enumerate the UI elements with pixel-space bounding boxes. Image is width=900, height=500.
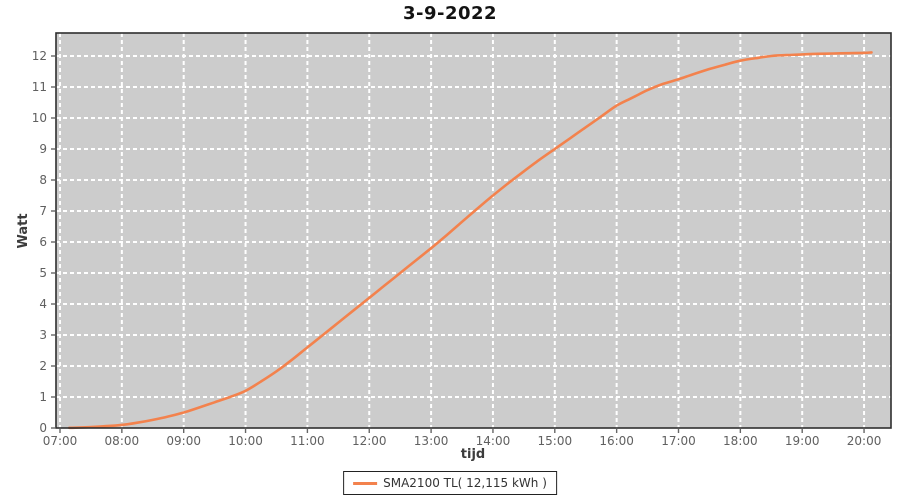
x-axis-label: tijd — [460, 447, 486, 462]
y-axis-label: Watt — [16, 213, 31, 249]
x-tick-label: 16:00 — [599, 434, 634, 448]
plot-area — [56, 33, 891, 428]
y-tick-label: 0 — [39, 421, 47, 435]
y-tick-label: 4 — [39, 297, 47, 311]
y-tick-label: 1 — [39, 390, 47, 404]
x-tick-label: 17:00 — [661, 434, 696, 448]
x-tick-label: 07:00 — [43, 434, 78, 448]
x-tick-label: 13:00 — [414, 434, 449, 448]
x-tick-label: 11:00 — [290, 434, 325, 448]
x-tick-label: 12:00 — [352, 434, 387, 448]
y-tick-label: 10 — [32, 111, 47, 125]
y-tick-label: 6 — [39, 235, 47, 249]
y-tick-label: 3 — [39, 328, 47, 342]
y-tick-label: 5 — [39, 266, 47, 280]
legend-series-label: SMA2100 TL( 12,115 kWh ) — [383, 476, 547, 490]
x-tick-label: 08:00 — [105, 434, 140, 448]
chart-title: 3-9-2022 — [402, 3, 498, 24]
x-tick-label: 18:00 — [723, 434, 758, 448]
y-tick-label: 2 — [39, 359, 47, 373]
x-tick-label: 19:00 — [785, 434, 820, 448]
y-tick-label: 12 — [32, 49, 47, 63]
plot-border — [55, 32, 892, 429]
y-tick-label: 7 — [39, 204, 47, 218]
y-tick-label: 9 — [39, 142, 47, 156]
x-tick-label: 09:00 — [166, 434, 201, 448]
y-tick-label: 8 — [39, 173, 47, 187]
legend: SMA2100 TL( 12,115 kWh ) — [343, 471, 557, 495]
x-tick-label: 14:00 — [476, 434, 511, 448]
x-tick-label: 20:00 — [847, 434, 882, 448]
x-tick-label: 10:00 — [228, 434, 263, 448]
legend-line-swatch — [353, 481, 378, 485]
series-line — [68, 51, 873, 430]
y-tick-label: 11 — [32, 80, 47, 94]
x-tick-label: 15:00 — [538, 434, 573, 448]
